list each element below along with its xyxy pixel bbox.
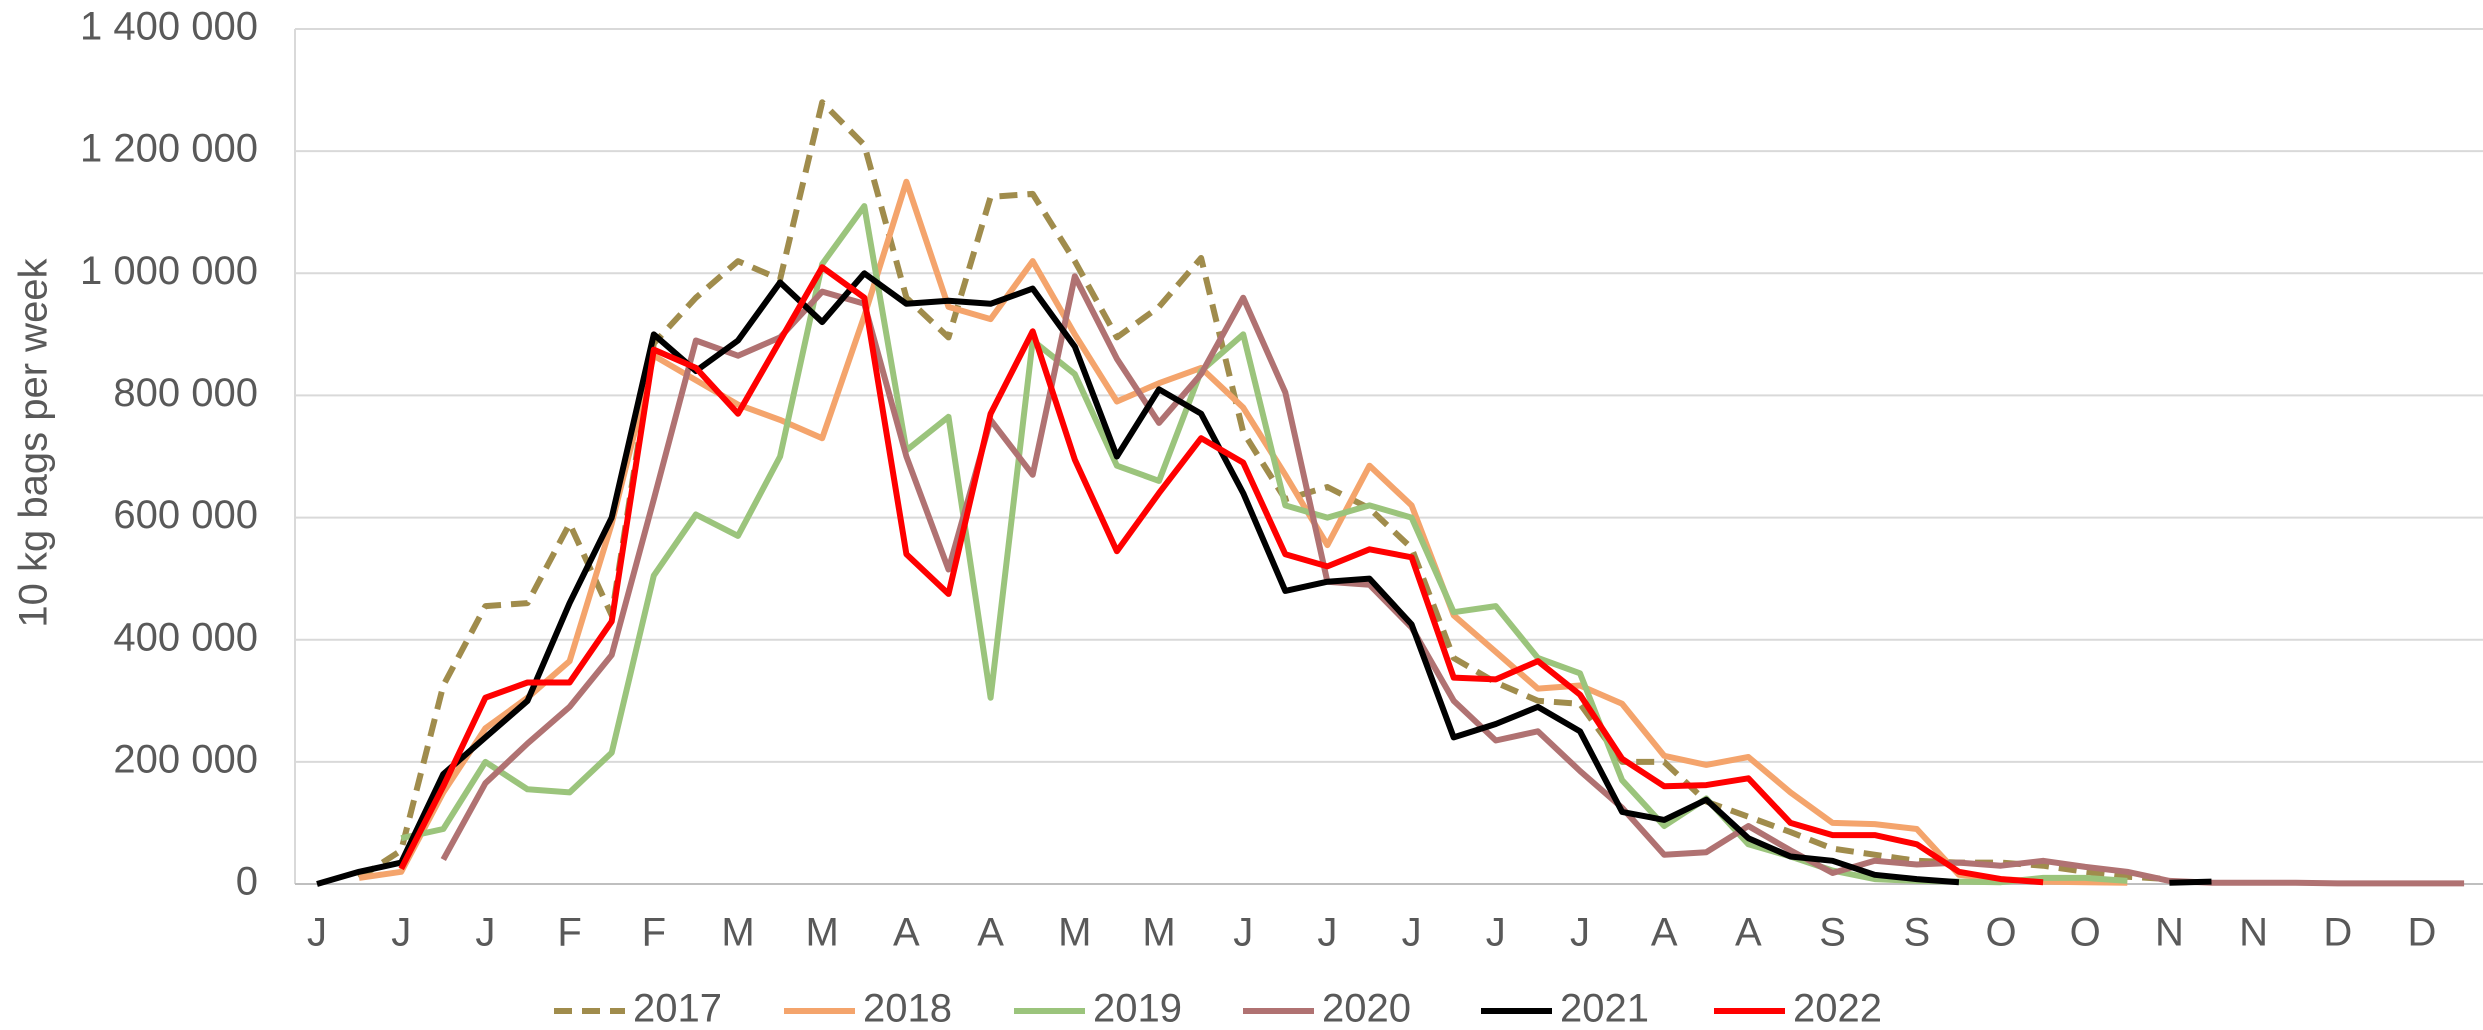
legend-label: 2017 [633,987,722,1030]
x-tick-label: D [2408,911,2437,955]
x-tick-label: M [721,911,754,955]
x-tick-label: N [2239,911,2268,955]
x-tick-label: J [391,911,411,955]
series-line [316,270,2212,887]
legend-label: 2021 [1560,987,1649,1030]
legend-label: 2018 [863,987,952,1030]
y-tick-label: 1 200 000 [80,127,258,171]
y-tick-label: 800 000 [113,371,258,415]
y-tick-label: 1 000 000 [80,249,258,293]
x-tick-label: J [1233,911,1253,955]
legend-label: 2019 [1093,987,1182,1030]
series-line [357,99,2170,883]
x-tick-label: J [1317,911,1337,955]
x-tick-label: A [893,911,920,955]
x-tick-label: S [1903,911,1930,955]
y-tick-label: 200 000 [113,737,258,781]
legend-label: 2020 [1322,987,1411,1030]
x-tick-label: A [977,911,1004,955]
x-tick-label: M [1058,911,1091,955]
y-tick-label: 1 400 000 [80,5,258,49]
legend-label: 2022 [1793,987,1882,1030]
y-tick-label: 400 000 [113,615,258,659]
x-tick-label: M [1142,911,1175,955]
x-tick-label: S [1819,911,1846,955]
x-tick-label: A [1651,911,1678,955]
x-tick-label: O [1985,911,2016,955]
x-tick-label: D [2323,911,2352,955]
x-tick-label: O [2070,911,2101,955]
series-line [398,264,2044,886]
x-tick-label: N [2155,911,2184,955]
y-tick-label: 0 [236,860,258,904]
x-tick-label: J [1402,911,1422,955]
x-tick-label: J [307,911,327,955]
x-tick-label: F [557,911,581,955]
x-tick-label: J [1570,911,1590,955]
x-tick-label: J [475,911,495,955]
x-tick-label: M [806,911,839,955]
x-tick-label: J [1486,911,1506,955]
x-tick-label: A [1735,911,1762,955]
series-line [440,273,2465,887]
y-axis-title: 10 kg bags per week [12,257,56,627]
y-tick-label: 600 000 [113,493,258,537]
x-tick-label: F [642,911,666,955]
